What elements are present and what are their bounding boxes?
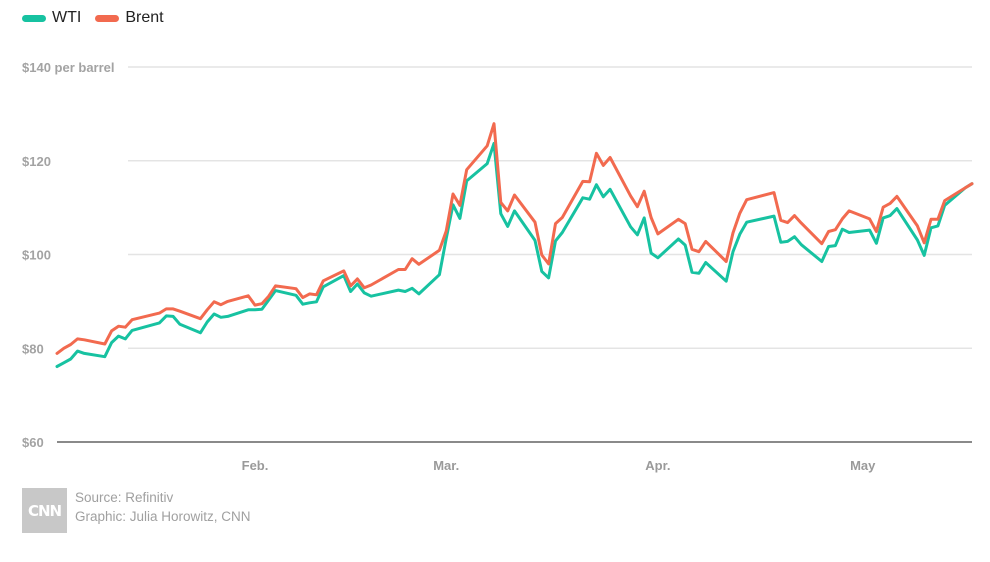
legend-label-wti: WTI xyxy=(52,9,82,26)
chart-credits: Source: Refinitiv Graphic: Julia Horowit… xyxy=(75,488,251,526)
x-tick-label: Feb. xyxy=(242,458,269,473)
x-tick-label: Apr. xyxy=(645,458,670,473)
cnn-logo: CNN xyxy=(22,488,67,533)
y-tick-label: $100 xyxy=(22,248,51,263)
chart-footer: CNN Source: Refinitiv Graphic: Julia Hor… xyxy=(22,488,251,533)
chart-legend: WTI Brent xyxy=(22,9,178,27)
y-tick-label: $140 per barrel xyxy=(22,60,115,75)
y-tick-label: $120 xyxy=(22,154,51,169)
y-tick-label: $80 xyxy=(22,341,44,356)
x-tick-label: May xyxy=(850,458,876,473)
y-tick-label: $60 xyxy=(22,435,44,450)
legend-item-wti: WTI xyxy=(22,9,81,27)
legend-swatch-brent xyxy=(95,14,120,22)
graphic-credit: Graphic: Julia Horowitz, CNN xyxy=(75,509,251,524)
x-tick-label: Mar. xyxy=(433,458,459,473)
legend-label-brent: Brent xyxy=(125,9,164,26)
series-line-wti xyxy=(55,141,974,368)
legend-item-brent: Brent xyxy=(95,9,164,27)
series-line-brent xyxy=(55,122,974,355)
legend-swatch-wti xyxy=(22,14,46,22)
source-note: Source: Refinitiv xyxy=(75,490,174,505)
